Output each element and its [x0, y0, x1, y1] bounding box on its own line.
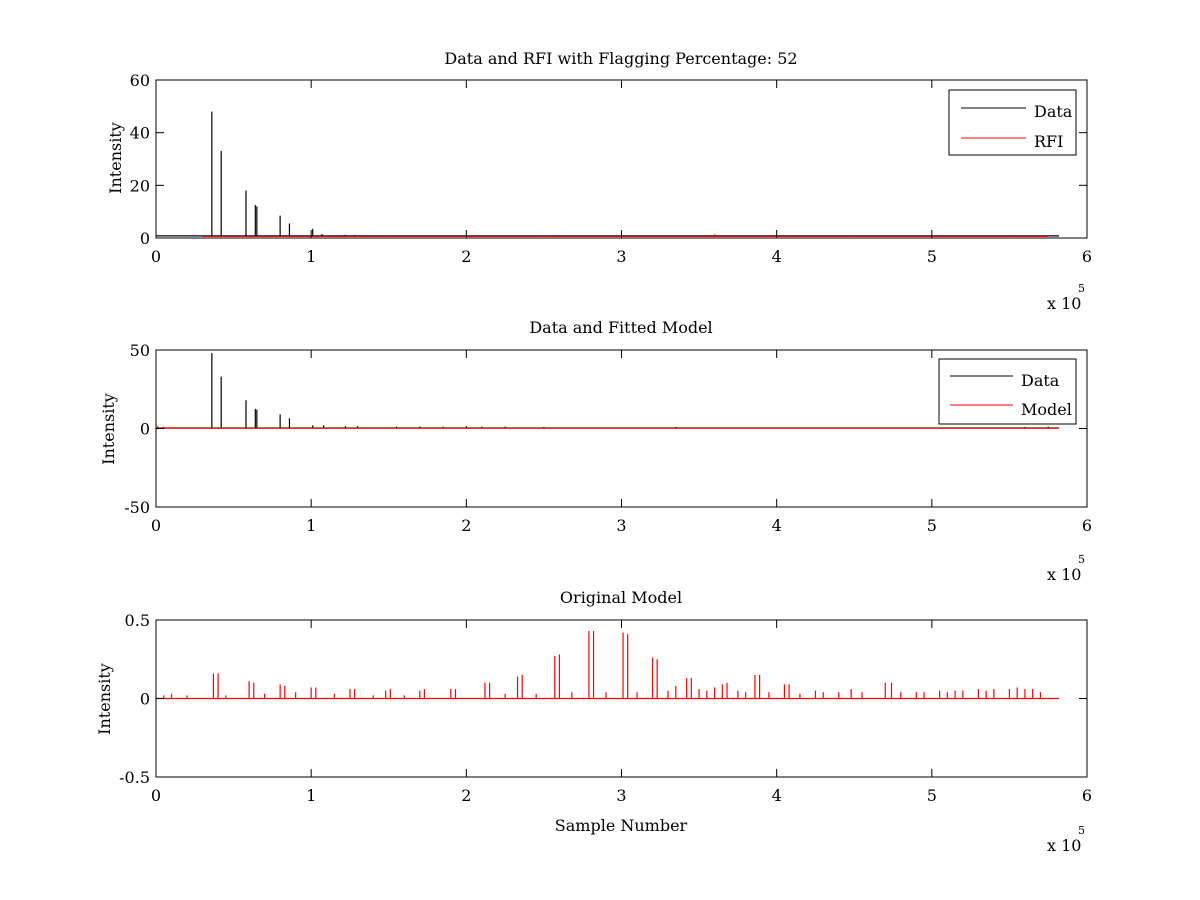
- y-tick-label: -0.5: [119, 768, 150, 787]
- panel-1-legend: Data RFI: [948, 89, 1077, 156]
- y-tick-label: 20: [130, 176, 150, 195]
- x-tick-label: 2: [461, 786, 471, 805]
- panel-2-series-model: [156, 426, 1060, 429]
- panel-2: Data and Fitted Model Intensity 0 1 2 3 4 5 6 -…: [99, 318, 1092, 584]
- panel-1-ylabel: Intensity: [106, 122, 125, 194]
- y-tick-label: 60: [130, 71, 150, 90]
- panel-2-exponent-base: x 10: [1047, 565, 1081, 584]
- panel-3-axes: 0 1 2 3 4 5 6-0.500.5: [119, 611, 1092, 805]
- y-tick-label: 40: [130, 124, 150, 143]
- x-tick-label: 1: [306, 247, 316, 266]
- panel-3-series-model: [156, 630, 1060, 700]
- panel-1-legend-box: [948, 89, 1077, 156]
- panel-3-plot-area: [156, 630, 1060, 700]
- x-tick-label: 5: [927, 247, 937, 266]
- panel-2-legend-box: [938, 358, 1077, 425]
- x-tick-label: 4: [772, 516, 782, 535]
- x-tick-label: 0: [151, 786, 161, 805]
- panel-1-legend-label-data: Data: [1034, 102, 1073, 121]
- panel-3-exponent-base: x 10: [1047, 836, 1081, 855]
- x-tick-label: 2: [461, 516, 471, 535]
- y-tick-label: 0.5: [125, 611, 150, 630]
- panel-1-plot-area: [156, 111, 1060, 238]
- x-tick-label: 0: [151, 516, 161, 535]
- x-tick-label: 0: [151, 247, 161, 266]
- panel-1-exponent-base: x 10: [1047, 294, 1081, 313]
- x-tick-label: 5: [927, 786, 937, 805]
- y-tick-label: 0: [140, 420, 150, 439]
- panel-2-ylabel: Intensity: [99, 393, 118, 465]
- panel-2-plot-area: [156, 353, 1060, 429]
- x-tick-label: 5: [927, 516, 937, 535]
- panel-1: Data and RFI with Flagging Percentage: 5…: [106, 49, 1092, 313]
- panel-3-title: Original Model: [560, 588, 682, 607]
- y-tick-label: -50: [124, 498, 150, 517]
- x-tick-label: 3: [616, 247, 626, 266]
- x-tick-label: 6: [1082, 247, 1092, 266]
- x-tick-label: 6: [1082, 786, 1092, 805]
- panel-2-legend-label-model: Model: [1021, 400, 1072, 419]
- y-tick-label: 50: [130, 341, 150, 360]
- panel-3-ylabel: Intensity: [95, 663, 114, 735]
- x-tick-label: 6: [1082, 516, 1092, 535]
- x-tick-label: 1: [306, 786, 316, 805]
- x-tick-label: 4: [772, 247, 782, 266]
- panel-1-exponent-power: 5: [1078, 282, 1085, 295]
- x-tick-label: 2: [461, 247, 471, 266]
- panel-3: Original Model Intensity 0 1 2 3 4 5 6-0.500.5…: [95, 588, 1092, 855]
- panel-3-exponent-power: 5: [1078, 824, 1085, 837]
- panel-1-title: Data and RFI with Flagging Percentage: 5…: [444, 49, 797, 68]
- panel-2-title: Data and Fitted Model: [529, 318, 712, 337]
- y-tick-label: 0: [140, 690, 150, 709]
- panel-2-legend-label-data: Data: [1021, 371, 1060, 390]
- x-tick-label: 3: [616, 786, 626, 805]
- x-tick-label: 3: [616, 516, 626, 535]
- panel-3-xlabel: Sample Number: [555, 816, 688, 835]
- panel-2-legend: Data Model: [938, 358, 1077, 425]
- panel-1-legend-label-rfi: RFI: [1034, 132, 1063, 151]
- x-tick-label: 4: [772, 786, 782, 805]
- y-tick-label: 0: [140, 229, 150, 248]
- x-tick-label: 1: [306, 516, 316, 535]
- panel-2-exponent-power: 5: [1078, 553, 1085, 566]
